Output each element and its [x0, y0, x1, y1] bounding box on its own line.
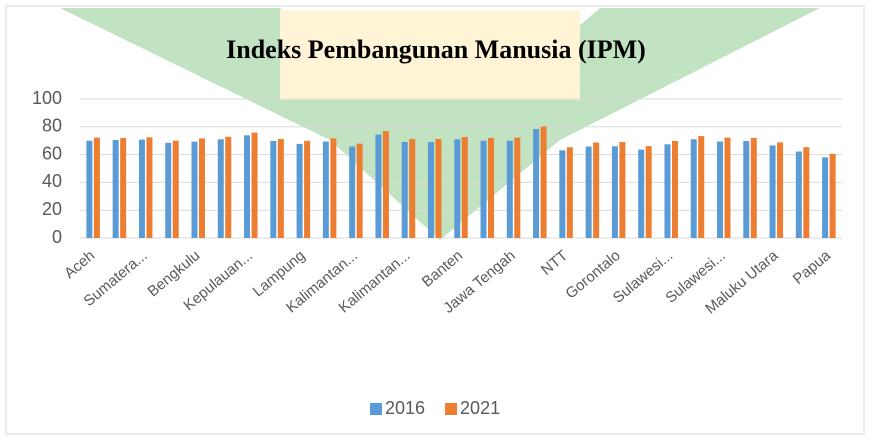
bar — [94, 138, 100, 238]
bar — [770, 145, 776, 238]
bar — [830, 154, 836, 238]
y-tick-label: 60 — [42, 143, 62, 163]
bar — [462, 137, 468, 238]
bar — [330, 138, 336, 238]
bar — [86, 141, 92, 238]
bar — [507, 141, 513, 238]
bar — [698, 136, 704, 238]
bar — [244, 135, 250, 238]
bar — [252, 133, 258, 238]
bar — [488, 138, 494, 238]
bar — [120, 138, 126, 238]
bar — [454, 139, 460, 238]
bar — [270, 141, 276, 238]
bar — [278, 139, 284, 238]
bar — [559, 150, 565, 238]
bar — [541, 127, 547, 238]
legend-swatch — [370, 403, 382, 415]
bar — [173, 141, 179, 238]
bar — [717, 142, 723, 238]
bar — [481, 141, 487, 238]
bar — [672, 141, 678, 238]
bar — [304, 141, 310, 238]
bar — [113, 140, 119, 238]
bar — [218, 139, 224, 238]
bar — [349, 146, 355, 238]
bar — [514, 138, 520, 238]
bar — [743, 141, 749, 238]
legend-label: 2016 — [385, 398, 425, 418]
bar — [803, 147, 809, 238]
legend-swatch — [445, 403, 457, 415]
chart: Indeks Pembangunan Manusia (IPM) 0 20 40 60… — [0, 0, 872, 440]
bar — [199, 138, 205, 238]
bar — [533, 129, 539, 238]
bar — [691, 139, 697, 238]
bar — [822, 157, 828, 238]
chart-title: Indeks Pembangunan Manusia (IPM) — [226, 35, 646, 64]
bar — [428, 142, 434, 238]
bar — [664, 144, 670, 238]
bar — [323, 142, 329, 238]
bar — [225, 137, 231, 238]
bar — [646, 146, 652, 238]
bar — [375, 135, 381, 238]
bar — [383, 131, 389, 238]
y-tick-label: 100 — [32, 88, 62, 108]
y-tick-label: 80 — [42, 116, 62, 136]
bar — [409, 139, 415, 238]
bar — [146, 137, 152, 238]
bar — [139, 140, 145, 238]
bar — [619, 142, 625, 238]
bar — [725, 138, 731, 238]
bar — [638, 150, 644, 238]
y-tick-label: 20 — [42, 199, 62, 219]
y-tick-label: 40 — [42, 171, 62, 191]
bar — [612, 146, 618, 238]
bar — [796, 152, 802, 238]
bar — [402, 142, 408, 238]
bar — [777, 142, 783, 238]
bar — [593, 143, 599, 238]
bar — [357, 144, 363, 238]
bar — [751, 138, 757, 238]
y-tick-label: 0 — [52, 227, 62, 247]
bar — [435, 139, 441, 238]
bar — [297, 144, 303, 238]
legend-label: 2021 — [460, 398, 500, 418]
bar — [165, 143, 171, 238]
bar — [567, 147, 573, 238]
bar — [586, 147, 592, 238]
bar — [191, 142, 197, 238]
